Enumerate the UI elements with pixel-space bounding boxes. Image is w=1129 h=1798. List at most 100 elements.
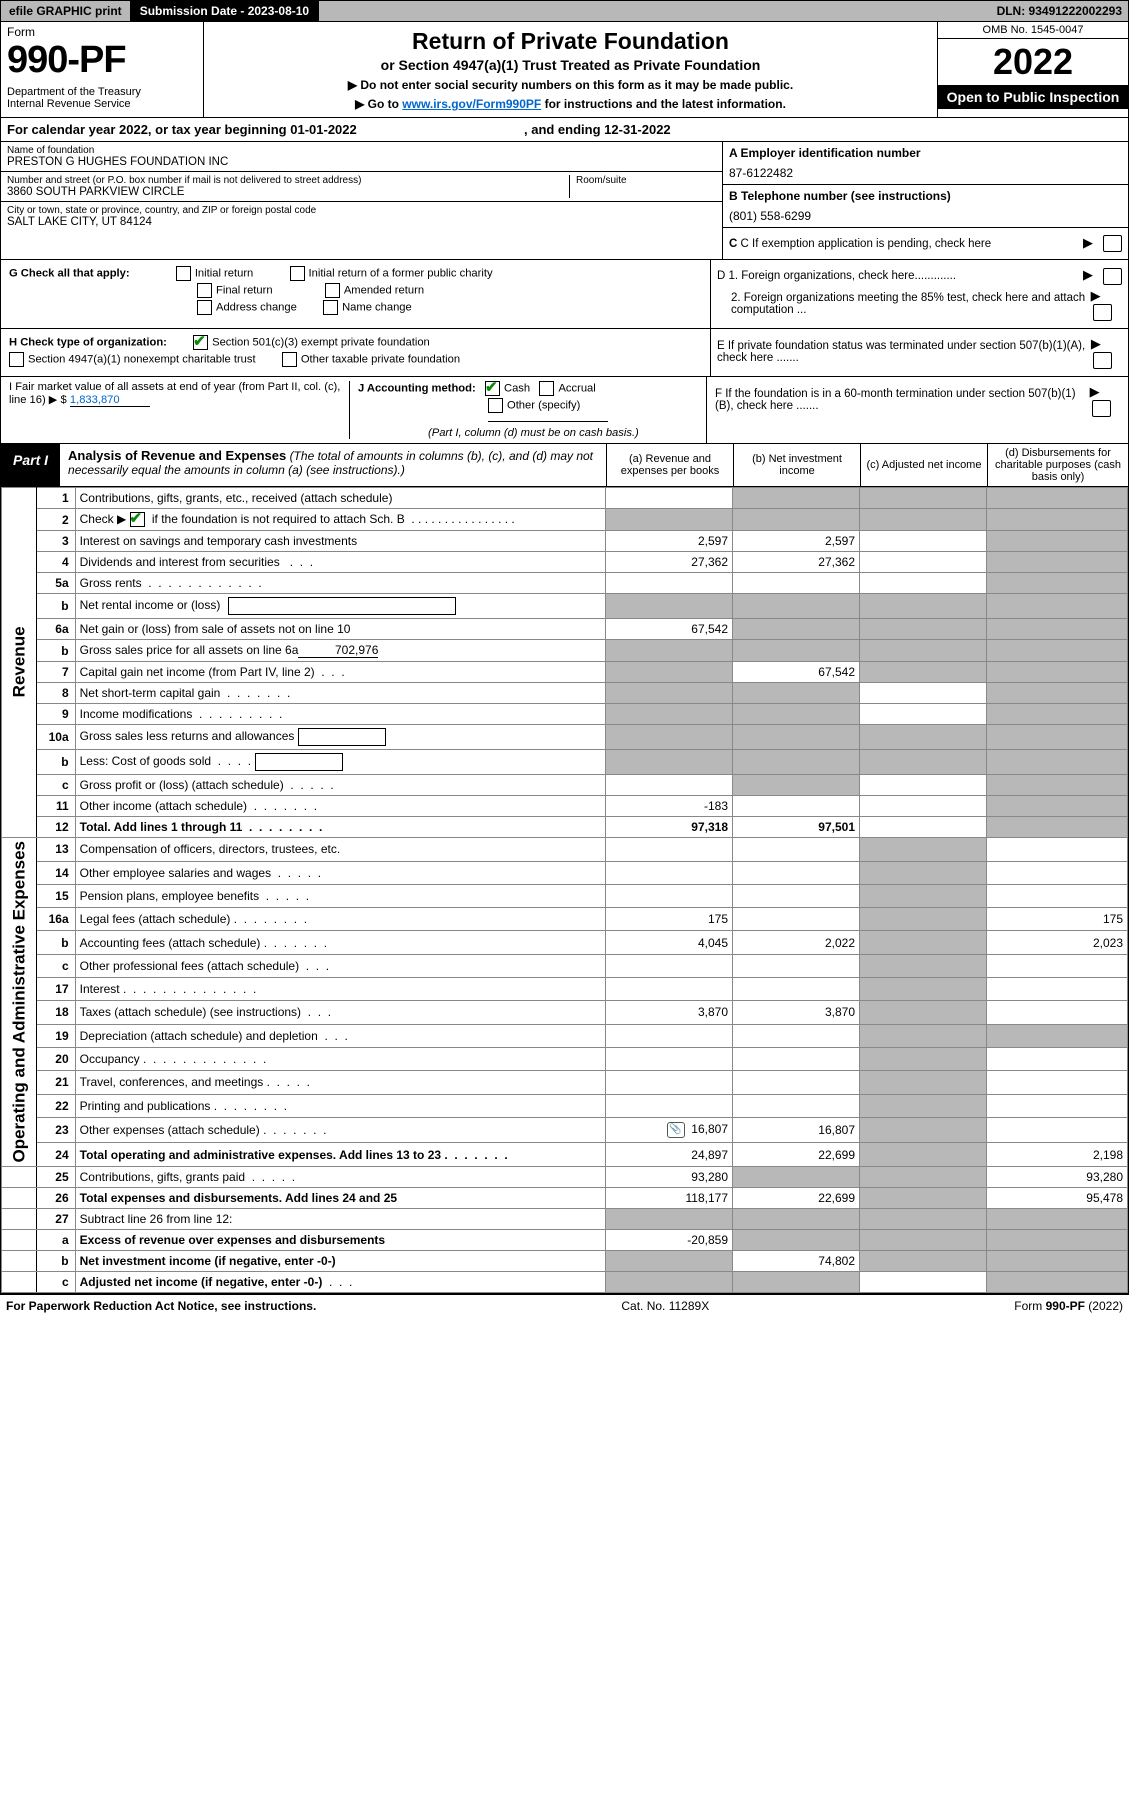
expenses-label: Operating and Administrative Expenses xyxy=(2,838,37,1167)
irs-link[interactable]: www.irs.gov/Form990PF xyxy=(402,97,541,111)
checkbox-4947a1[interactable] xyxy=(9,352,24,367)
checkbox-address-change[interactable] xyxy=(197,300,212,315)
efile-banner: efile GRAPHIC print Submission Date - 20… xyxy=(0,0,1129,22)
line-8: 8 Net short-term capital gain . . . . . … xyxy=(2,683,1128,704)
phone-row: B Telephone number (see instructions) (8… xyxy=(723,185,1128,228)
box-e: E If private foundation status was termi… xyxy=(710,329,1128,376)
checkbox-final-return[interactable] xyxy=(197,283,212,298)
line-1: Revenue 1 Contributions, gifts, grants, … xyxy=(2,487,1128,508)
line-10b: b Less: Cost of goods sold . . . . xyxy=(2,750,1128,775)
line-16b: bAccounting fees (attach schedule) . . .… xyxy=(2,931,1128,954)
h-e-block: H Check type of organization: Section 50… xyxy=(0,329,1129,377)
checkbox-e[interactable] xyxy=(1093,352,1112,369)
line-19: 19Depreciation (attach schedule) and dep… xyxy=(2,1024,1128,1047)
form-header: Form 990-PF Department of the Treasury I… xyxy=(0,22,1129,118)
form-number: 990-PF xyxy=(7,39,197,82)
line-21: 21Travel, conferences, and meetings . . … xyxy=(2,1071,1128,1094)
line-15: 15Pension plans, employee benefits . . .… xyxy=(2,884,1128,907)
room-suite-label: Room/suite xyxy=(576,175,716,186)
checkbox-accrual[interactable] xyxy=(539,381,554,396)
line-16a: 16aLegal fees (attach schedule) . . . . … xyxy=(2,908,1128,931)
box-i: I Fair market value of all assets at end… xyxy=(9,381,349,439)
line-27c: cAdjusted net income (if negative, enter… xyxy=(2,1271,1128,1292)
revenue-label: Revenue xyxy=(2,487,37,837)
part1-table: Revenue 1 Contributions, gifts, grants, … xyxy=(0,487,1129,1294)
line-17: 17Interest . . . . . . . . . . . . . . xyxy=(2,978,1128,1001)
cash-basis-note: (Part I, column (d) must be on cash basi… xyxy=(428,427,698,439)
col-c-head: (c) Adjusted net income xyxy=(860,444,987,486)
checkbox-other-method[interactable] xyxy=(488,398,503,413)
line-24: 24Total operating and administrative exp… xyxy=(2,1143,1128,1166)
submission-date: Submission Date - 2023-08-10 xyxy=(130,1,319,21)
part1-title: Analysis of Revenue and Expenses (The to… xyxy=(60,444,606,486)
checkbox-other-taxable[interactable] xyxy=(282,352,297,367)
line-22: 22Printing and publications . . . . . . … xyxy=(2,1094,1128,1117)
instr-link-line: ▶ Go to www.irs.gov/Form990PF for instru… xyxy=(212,97,929,111)
checkbox-d1[interactable] xyxy=(1103,268,1122,285)
col-d-head: (d) Disbursements for charitable purpose… xyxy=(987,444,1128,486)
checkbox-501c3[interactable] xyxy=(193,335,208,350)
col-a-head: (a) Revenue and expenses per books xyxy=(606,444,733,486)
checkbox-cash[interactable] xyxy=(485,381,500,396)
box-h: H Check type of organization: Section 50… xyxy=(1,329,710,376)
col-b-head: (b) Net investment income xyxy=(733,444,860,486)
ij-f-block: I Fair market value of all assets at end… xyxy=(0,377,1129,444)
attachment-icon[interactable]: 📎 xyxy=(667,1122,685,1138)
checkbox-sch-b[interactable] xyxy=(130,512,145,527)
checkbox-d2[interactable] xyxy=(1093,304,1112,321)
line-18: 18Taxes (attach schedule) (see instructi… xyxy=(2,1001,1128,1024)
checkbox-initial-former[interactable] xyxy=(290,266,305,281)
line-25: 25Contributions, gifts, grants paid . . … xyxy=(2,1166,1128,1187)
ein-row: A Employer identification number 87-6122… xyxy=(723,142,1128,185)
header-right: OMB No. 1545-0047 2022 Open to Public In… xyxy=(937,22,1128,117)
dept-treasury: Department of the Treasury Internal Reve… xyxy=(7,86,197,110)
line-26: 26Total expenses and disbursements. Add … xyxy=(2,1187,1128,1208)
line-11: 11 Other income (attach schedule) . . . … xyxy=(2,796,1128,817)
instr-ssn: ▶ Do not enter social security numbers o… xyxy=(212,78,929,92)
header-center: Return of Private Foundation or Section … xyxy=(204,22,937,117)
form-title: Return of Private Foundation xyxy=(212,28,929,55)
cat-no: Cat. No. 11289X xyxy=(621,1299,709,1313)
line-23: 23Other expenses (attach schedule) . . .… xyxy=(2,1117,1128,1143)
g-d-block: G Check all that apply: Initial return I… xyxy=(0,260,1129,328)
line-3: 3 Interest on savings and temporary cash… xyxy=(2,531,1128,552)
box-j: J Accounting method: Cash Accrual Other … xyxy=(349,381,698,439)
line-4: 4 Dividends and interest from securities… xyxy=(2,552,1128,573)
line-16c: cOther professional fees (attach schedul… xyxy=(2,954,1128,977)
line-12: 12 Total. Add lines 1 through 11 . . . .… xyxy=(2,817,1128,838)
part1-label: Part I xyxy=(1,444,60,486)
entity-block: Name of foundation PRESTON G HUGHES FOUN… xyxy=(0,142,1129,260)
line-10c: c Gross profit or (loss) (attach schedul… xyxy=(2,775,1128,796)
line-5a: 5a Gross rents . . . . . . . . . . . . xyxy=(2,573,1128,594)
box-f: F If the foundation is in a 60-month ter… xyxy=(707,377,1128,443)
line-6b: b Gross sales price for all assets on li… xyxy=(2,640,1128,662)
address-row: Number and street (or P.O. box number if… xyxy=(1,172,722,202)
line-14: 14Other employee salaries and wages . . … xyxy=(2,861,1128,884)
line-13: Operating and Administrative Expenses 13… xyxy=(2,838,1128,861)
checkbox-name-change[interactable] xyxy=(323,300,338,315)
line-27a: aExcess of revenue over expenses and dis… xyxy=(2,1229,1128,1250)
paperwork-notice: For Paperwork Reduction Act Notice, see … xyxy=(6,1299,316,1313)
page-footer: For Paperwork Reduction Act Notice, see … xyxy=(0,1294,1129,1317)
checkbox-initial-return[interactable] xyxy=(176,266,191,281)
form-word: Form xyxy=(7,25,197,39)
calendar-year-bar: For calendar year 2022, or tax year begi… xyxy=(0,118,1129,142)
checkbox-amended-return[interactable] xyxy=(325,283,340,298)
city-row: City or town, state or province, country… xyxy=(1,202,722,231)
efile-label: efile GRAPHIC print xyxy=(1,1,130,21)
box-g: G Check all that apply: Initial return I… xyxy=(1,260,710,327)
box-d: D 1. Foreign organizations, check here..… xyxy=(710,260,1128,327)
header-left: Form 990-PF Department of the Treasury I… xyxy=(1,22,204,117)
line-27b: bNet investment income (if negative, ent… xyxy=(2,1250,1128,1271)
box-c: C C If exemption application is pending,… xyxy=(723,228,1128,259)
checkbox-f[interactable] xyxy=(1092,400,1111,417)
omb-number: OMB No. 1545-0047 xyxy=(938,22,1128,39)
line-6a: 6a Net gain or (loss) from sale of asset… xyxy=(2,619,1128,640)
fmv-value: 1,833,870 xyxy=(70,394,150,407)
line-27: 27Subtract line 26 from line 12: xyxy=(2,1208,1128,1229)
dln-label: DLN: 93491222002293 xyxy=(991,1,1128,21)
line-7: 7 Capital gain net income (from Part IV,… xyxy=(2,662,1128,683)
line-20: 20Occupancy . . . . . . . . . . . . . xyxy=(2,1047,1128,1070)
checkbox-c[interactable] xyxy=(1103,235,1122,252)
line-9: 9 Income modifications . . . . . . . . . xyxy=(2,704,1128,725)
